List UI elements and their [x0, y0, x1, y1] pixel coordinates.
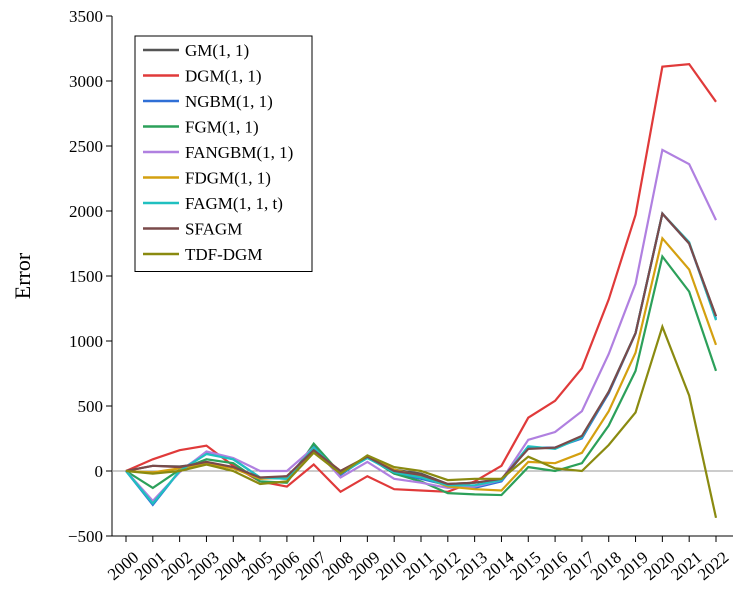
legend-label: FANGBM(1, 1): [185, 143, 293, 162]
y-tick-label: 3000: [69, 72, 103, 91]
legend-label: TDF-DGM: [185, 245, 262, 264]
y-tick-label: 3500: [69, 7, 103, 26]
y-tick-label: −500: [68, 527, 103, 546]
y-tick-label: 0: [95, 462, 104, 481]
y-axis-label: Error: [10, 252, 35, 299]
y-tick-label: 2000: [69, 202, 103, 221]
legend-label: FGM(1, 1): [185, 118, 259, 137]
legend-label: GM(1, 1): [185, 41, 249, 60]
legend-label: DGM(1, 1): [185, 67, 262, 86]
y-tick-label: 1500: [69, 267, 103, 286]
series-line: [125, 211, 718, 486]
y-tick-label: 1000: [69, 332, 103, 351]
legend-label: SFAGM: [185, 220, 242, 239]
x-tick-label: 2022: [694, 548, 732, 584]
series-line: [125, 323, 718, 519]
series-line: [125, 253, 718, 497]
y-tick-label: 500: [78, 397, 104, 416]
series-line: [125, 235, 718, 492]
legend-label: FDGM(1, 1): [185, 169, 271, 188]
series-line: [125, 62, 717, 494]
y-tick-label: 2500: [69, 137, 103, 156]
legend-label: NGBM(1, 1): [185, 92, 273, 111]
legend-label: FAGM(1, 1, t): [185, 194, 283, 213]
series-line: [125, 148, 717, 503]
